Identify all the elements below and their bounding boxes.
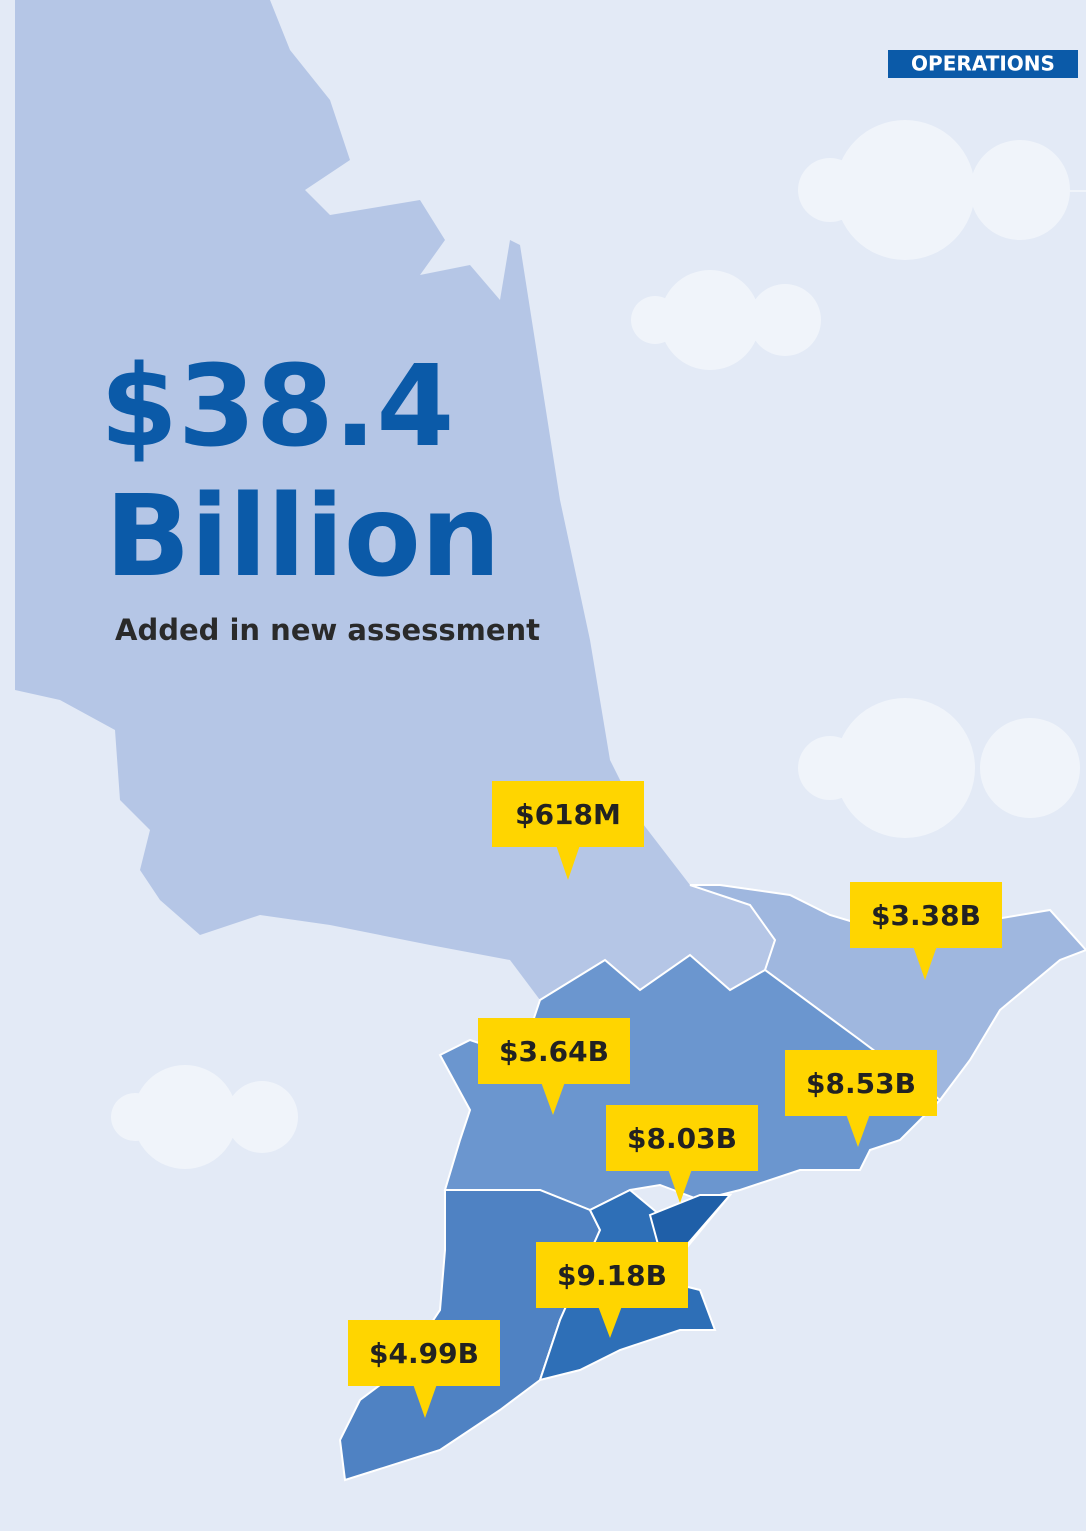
callout-box	[478, 1018, 630, 1084]
callout-pointer	[541, 1082, 565, 1115]
callout-label: $618M	[515, 798, 621, 831]
callout-label: $8.03B	[627, 1122, 737, 1155]
callout-pointer	[556, 845, 580, 880]
callout-box	[536, 1242, 688, 1308]
tag: OPERATIONS	[911, 52, 1055, 76]
headline-unit: Billion	[105, 472, 501, 602]
callout-box	[348, 1320, 500, 1386]
callout: $8.03B	[606, 1105, 758, 1203]
cloud	[111, 1065, 298, 1169]
callout-pointer	[846, 1114, 870, 1147]
callout: $3.38B	[850, 882, 1002, 980]
callouts: $618M $3.38B $3.64B $8.53B $8.03B $9.18B $4.99…	[348, 781, 1002, 1418]
region-north	[15, 0, 775, 1000]
callout-box	[492, 781, 644, 847]
callout-pointer	[413, 1384, 437, 1418]
callout-pointer	[668, 1169, 692, 1203]
callout: $8.53B	[785, 1050, 937, 1147]
callout-box	[785, 1050, 937, 1116]
headline-caption: Added in new assessment	[115, 613, 540, 647]
callout-label: $4.99B	[369, 1337, 479, 1370]
callout-box	[850, 882, 1002, 948]
callout-label: $8.53B	[806, 1067, 916, 1100]
callout: $3.64B	[478, 1018, 630, 1115]
callout: $4.99B	[348, 1320, 500, 1418]
tag-background	[888, 50, 1078, 78]
callout-label: $3.64B	[499, 1035, 609, 1068]
cloud	[798, 698, 1080, 838]
callout-pointer	[598, 1306, 622, 1338]
callout: $618M	[492, 781, 644, 880]
headline-amount: $38.4	[100, 342, 454, 472]
callout-label: $3.38B	[871, 899, 981, 932]
callout-box	[606, 1105, 758, 1171]
callout-label: $9.18B	[557, 1259, 667, 1292]
callout-pointer	[913, 946, 937, 980]
cloud	[798, 120, 1086, 260]
callout: $9.18B	[536, 1242, 688, 1338]
clouds	[111, 120, 1086, 1169]
cloud	[631, 270, 821, 370]
